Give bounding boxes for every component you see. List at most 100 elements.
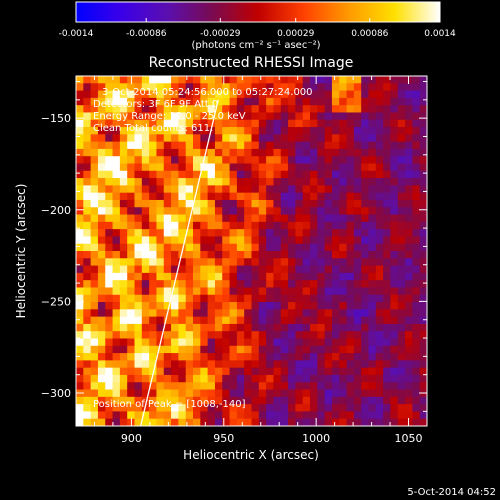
heatmap-cell (76, 90, 84, 99)
heatmap-cell (76, 382, 84, 390)
heatmap-cell (346, 214, 355, 223)
heatmap-cell (229, 251, 238, 259)
heatmap-cell (163, 389, 172, 398)
heatmap-cell (266, 236, 274, 245)
heatmap-cell (368, 83, 377, 91)
heatmap-cell (97, 112, 106, 121)
heatmap-cell (339, 192, 347, 201)
heatmap-cell (141, 294, 150, 303)
solar-limb-line (140, 99, 219, 427)
heatmap-cell (375, 316, 384, 325)
heatmap-cell (163, 374, 172, 383)
heatmap-cell (229, 411, 238, 420)
heatmap-cell (361, 338, 369, 347)
heatmap-cell (163, 134, 172, 143)
heatmap-cell (390, 134, 399, 143)
heatmap-cell (375, 243, 384, 252)
heatmap-cell (317, 323, 326, 332)
heatmap-cell (83, 90, 92, 99)
heatmap-cell (214, 265, 223, 274)
heatmap-cell (346, 353, 355, 361)
heatmap-cell (361, 389, 369, 398)
heatmap-cell (193, 265, 201, 274)
heatmap-cell (185, 141, 194, 150)
heatmap-cell (383, 105, 391, 113)
heatmap-cell (90, 127, 99, 135)
heatmap-cell (353, 76, 362, 84)
heatmap-cell (83, 323, 92, 332)
heatmap-cell (317, 382, 326, 390)
heatmap-cell (229, 90, 238, 99)
heatmap-cell (141, 127, 150, 135)
heatmap-cell (97, 229, 106, 237)
heatmap-cell (339, 367, 347, 376)
heatmap-cell (383, 243, 391, 252)
heatmap-cell (222, 374, 230, 383)
heatmap-cell (171, 345, 179, 354)
heatmap-cell (368, 134, 377, 143)
heatmap-cell (310, 294, 318, 303)
heatmap-cell (375, 170, 384, 179)
heatmap-cell (390, 192, 399, 201)
heatmap-cell (405, 411, 413, 420)
heatmap-cell (105, 97, 113, 106)
heatmap-cell (375, 127, 384, 135)
heatmap-cell (295, 105, 304, 113)
heatmap-cell (361, 127, 369, 135)
heatmap-cell (390, 207, 399, 215)
heatmap-cell (346, 134, 355, 143)
heatmap-cell (288, 214, 296, 223)
heatmap-cell (368, 382, 377, 390)
heatmap-cell (361, 287, 369, 296)
heatmap-cell (200, 309, 209, 318)
heatmap-cell (83, 287, 92, 296)
heatmap-cell (368, 272, 377, 281)
heatmap-cell (273, 112, 282, 121)
heatmap-cell (149, 214, 157, 223)
heatmap-cell (141, 185, 150, 194)
heatmap-cell (127, 316, 135, 325)
heatmap-cell (207, 302, 216, 310)
heatmap-cell (193, 294, 201, 303)
heatmap-cell (266, 309, 274, 318)
heatmap-cell (244, 236, 252, 245)
heatmap-cell (112, 148, 121, 157)
heatmap-cell (280, 207, 289, 215)
heatmap-cell (288, 374, 296, 383)
heatmap-cell (171, 353, 179, 361)
heatmap-cell (258, 134, 267, 143)
heatmap-cell (273, 331, 282, 339)
heatmap-cell (310, 90, 318, 99)
heatmap-cell (149, 199, 157, 208)
heatmap-cell (412, 243, 421, 252)
heatmap-cell (280, 338, 289, 347)
heatmap-cell (90, 199, 99, 208)
heatmap-cell (207, 90, 216, 99)
heatmap-cell (295, 170, 304, 179)
heatmap-cell (251, 90, 260, 99)
heatmap-cell (383, 323, 391, 332)
heatmap-cell (178, 76, 187, 84)
heatmap-cell (368, 251, 377, 259)
heatmap-cell (185, 156, 194, 164)
heatmap-cell (97, 418, 106, 426)
heatmap-cell (361, 404, 369, 412)
heatmap-cell (383, 90, 391, 99)
heatmap-cell (134, 236, 143, 245)
heatmap-cell (222, 134, 230, 143)
heatmap-cell (397, 112, 406, 121)
heatmap-cell (193, 141, 201, 150)
heatmap-cell (134, 163, 143, 172)
heatmap-cell (258, 302, 267, 310)
heatmap-cell (390, 127, 399, 135)
heatmap-cell (178, 287, 187, 296)
heatmap-cell (317, 141, 326, 150)
heatmap-cell (222, 243, 230, 252)
heatmap-cell (273, 374, 282, 383)
heatmap-cell (156, 76, 165, 84)
heatmap-cell (207, 105, 216, 113)
heatmap-cell (200, 192, 209, 201)
heatmap-cell (222, 360, 230, 369)
heatmap-cell (149, 374, 157, 383)
heatmap-cell (105, 178, 113, 186)
